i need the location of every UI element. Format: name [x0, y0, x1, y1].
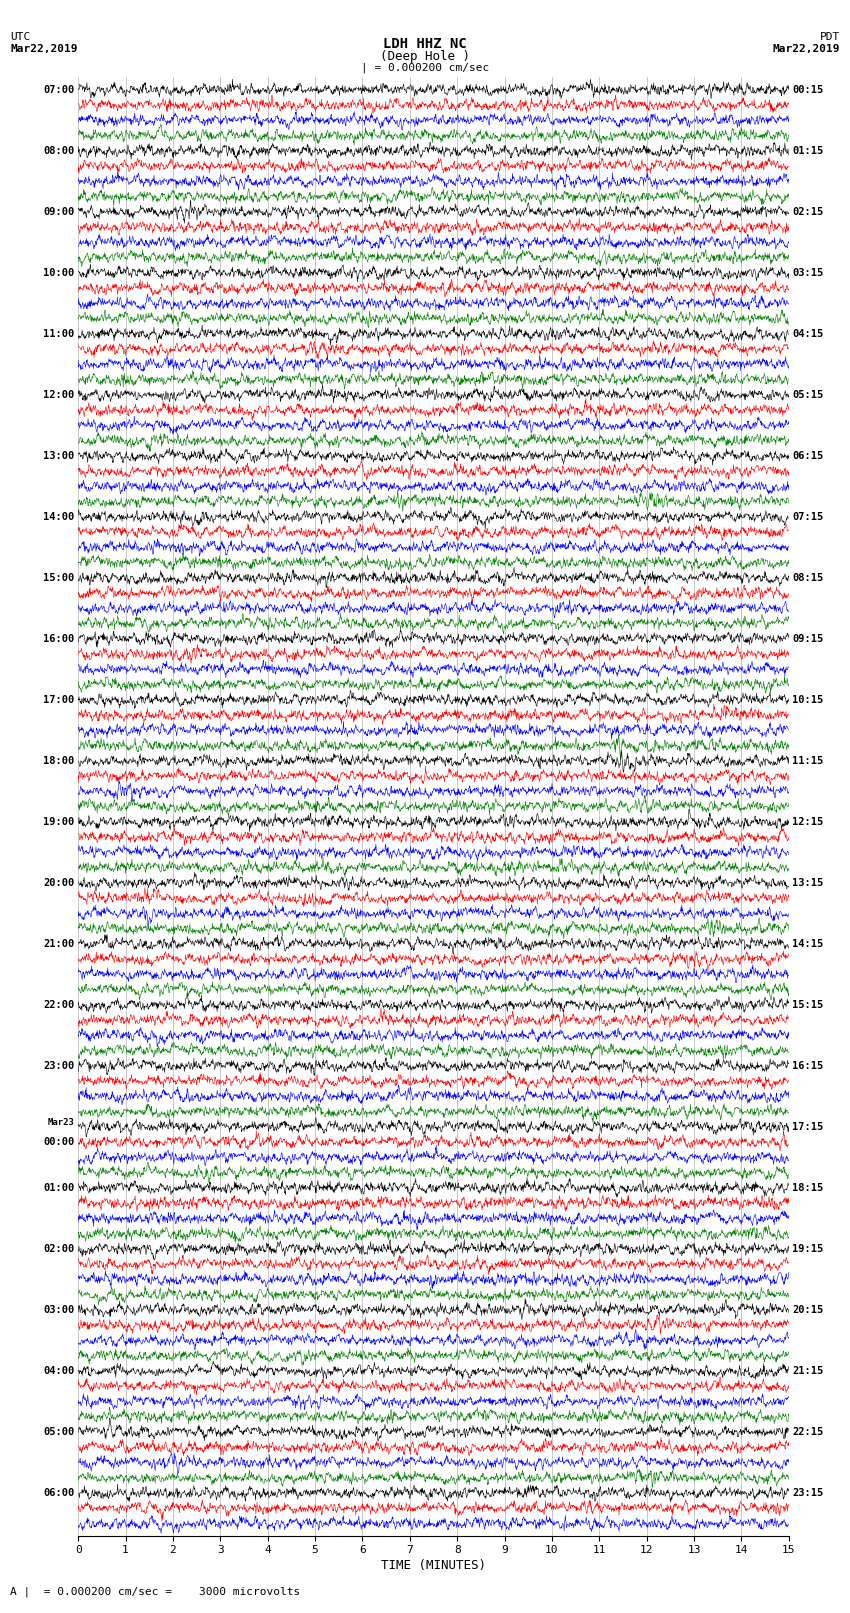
Text: 01:15: 01:15 — [792, 145, 824, 155]
Text: 18:00: 18:00 — [43, 756, 75, 766]
Text: 12:15: 12:15 — [792, 816, 824, 827]
Text: 19:00: 19:00 — [43, 816, 75, 827]
Text: 10:00: 10:00 — [43, 268, 75, 277]
Text: 04:00: 04:00 — [43, 1366, 75, 1376]
Text: 01:00: 01:00 — [43, 1182, 75, 1194]
Text: 21:00: 21:00 — [43, 939, 75, 948]
Text: 02:00: 02:00 — [43, 1244, 75, 1253]
Text: 11:00: 11:00 — [43, 329, 75, 339]
Text: 06:00: 06:00 — [43, 1487, 75, 1498]
Text: 14:15: 14:15 — [792, 939, 824, 948]
Text: 20:00: 20:00 — [43, 877, 75, 887]
Text: 08:00: 08:00 — [43, 145, 75, 155]
Text: 11:15: 11:15 — [792, 756, 824, 766]
Text: 16:15: 16:15 — [792, 1061, 824, 1071]
Text: 22:00: 22:00 — [43, 1000, 75, 1010]
Text: 07:00: 07:00 — [43, 84, 75, 95]
Text: 10:15: 10:15 — [792, 695, 824, 705]
Text: 04:15: 04:15 — [792, 329, 824, 339]
Text: 23:15: 23:15 — [792, 1487, 824, 1498]
Text: 20:15: 20:15 — [792, 1305, 824, 1315]
Text: 09:00: 09:00 — [43, 206, 75, 216]
Text: 22:15: 22:15 — [792, 1428, 824, 1437]
Text: 00:00: 00:00 — [43, 1137, 75, 1147]
Text: 05:00: 05:00 — [43, 1428, 75, 1437]
Text: 12:00: 12:00 — [43, 390, 75, 400]
Text: Mar22,2019: Mar22,2019 — [773, 44, 840, 53]
Text: A |  = 0.000200 cm/sec =    3000 microvolts: A | = 0.000200 cm/sec = 3000 microvolts — [10, 1586, 300, 1597]
Text: Mar22,2019: Mar22,2019 — [10, 44, 77, 53]
Text: 21:15: 21:15 — [792, 1366, 824, 1376]
Text: 17:00: 17:00 — [43, 695, 75, 705]
Text: 13:00: 13:00 — [43, 450, 75, 461]
Text: (Deep Hole ): (Deep Hole ) — [380, 50, 470, 63]
Text: | = 0.000200 cm/sec: | = 0.000200 cm/sec — [361, 63, 489, 74]
Text: 09:15: 09:15 — [792, 634, 824, 644]
Text: 03:15: 03:15 — [792, 268, 824, 277]
Text: 13:15: 13:15 — [792, 877, 824, 887]
Text: PDT: PDT — [819, 32, 840, 42]
Text: 06:15: 06:15 — [792, 450, 824, 461]
Text: 23:00: 23:00 — [43, 1061, 75, 1071]
Text: 02:15: 02:15 — [792, 206, 824, 216]
Text: 18:15: 18:15 — [792, 1182, 824, 1194]
Text: 15:15: 15:15 — [792, 1000, 824, 1010]
Text: 03:00: 03:00 — [43, 1305, 75, 1315]
Text: 14:00: 14:00 — [43, 511, 75, 521]
Text: 05:15: 05:15 — [792, 390, 824, 400]
Text: 17:15: 17:15 — [792, 1121, 824, 1132]
Text: 00:15: 00:15 — [792, 84, 824, 95]
Text: 19:15: 19:15 — [792, 1244, 824, 1253]
Text: LDH HHZ NC: LDH HHZ NC — [383, 37, 467, 52]
Text: Mar23: Mar23 — [48, 1118, 75, 1127]
Text: 15:00: 15:00 — [43, 573, 75, 582]
Text: UTC: UTC — [10, 32, 31, 42]
Text: 08:15: 08:15 — [792, 573, 824, 582]
Text: 07:15: 07:15 — [792, 511, 824, 521]
X-axis label: TIME (MINUTES): TIME (MINUTES) — [381, 1560, 486, 1573]
Text: 16:00: 16:00 — [43, 634, 75, 644]
